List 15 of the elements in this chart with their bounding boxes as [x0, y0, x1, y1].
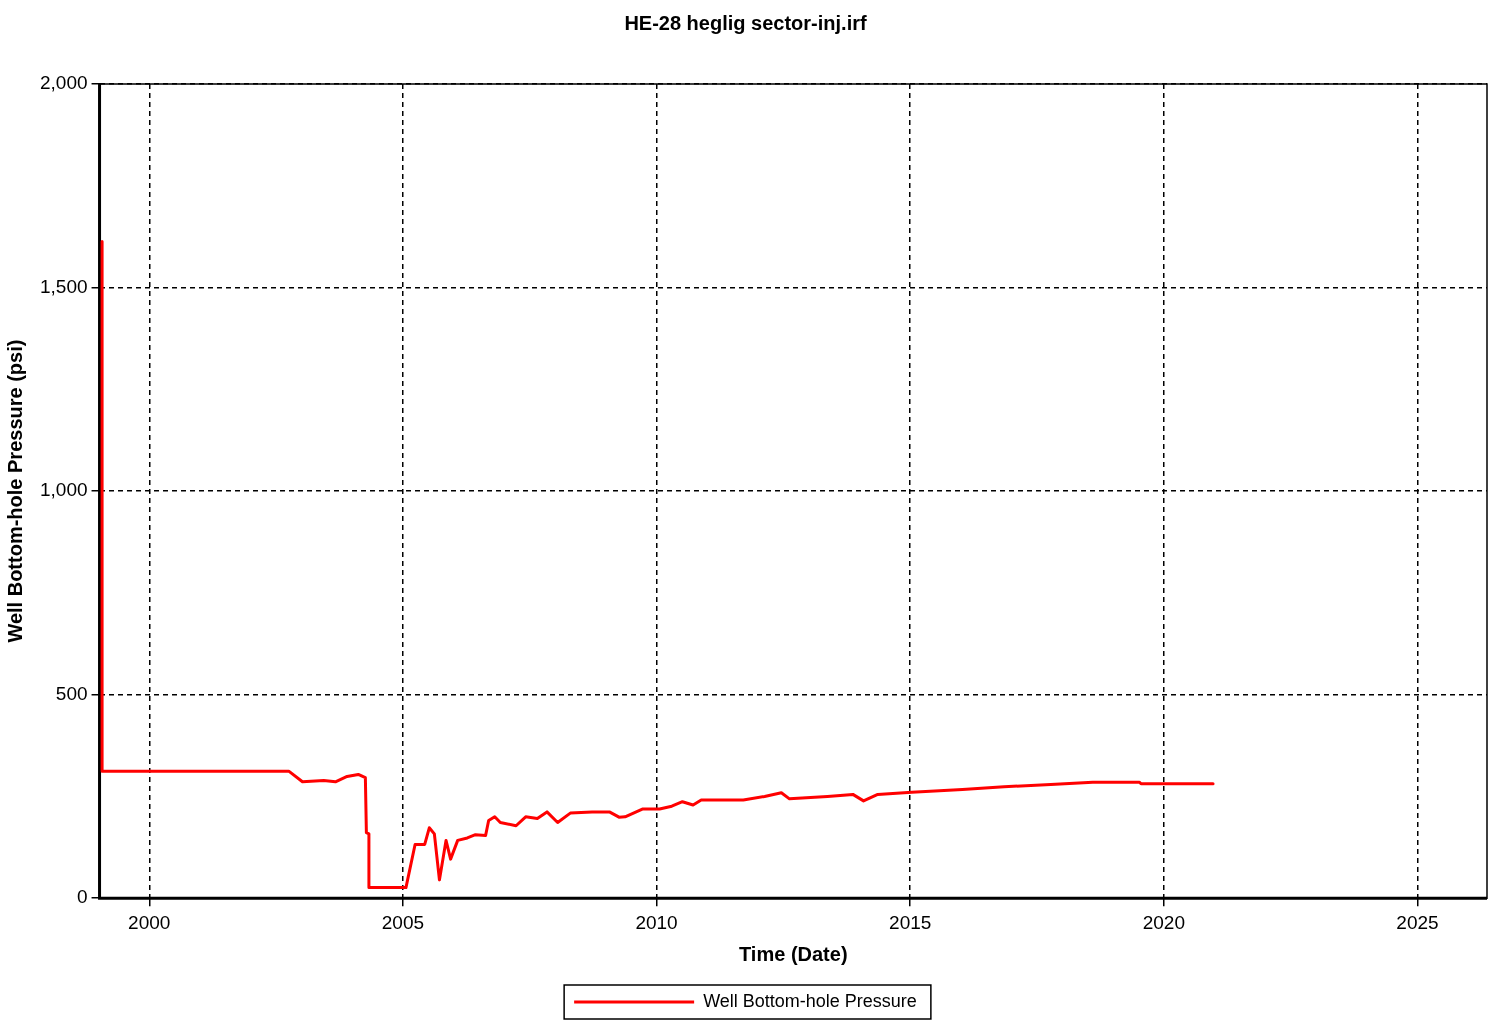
y-tick-label: 1,500 — [40, 275, 88, 297]
y-tick-label: 500 — [55, 682, 88, 704]
x-tick-label: 2015 — [889, 911, 932, 933]
chart-title: HE-28 heglig sector-inj.irf — [624, 11, 867, 34]
x-tick-label: 2020 — [1142, 911, 1185, 933]
x-tick-label: 2025 — [1396, 911, 1439, 933]
y-tick-label: 0 — [76, 886, 88, 908]
x-axis-title: Time (Date) — [739, 942, 848, 965]
text: Well Bottom-hole Pressure — [703, 990, 917, 1011]
y-tick-label: 2,000 — [40, 72, 88, 94]
x-tick-label: 2010 — [635, 911, 678, 933]
y-tick-label: 1,000 — [40, 479, 88, 501]
x-tick-label: 2000 — [128, 911, 171, 933]
x-tick-label: 2005 — [381, 911, 425, 933]
y-axis-title: Well Bottom-hole Pressure (psi) — [3, 339, 26, 643]
